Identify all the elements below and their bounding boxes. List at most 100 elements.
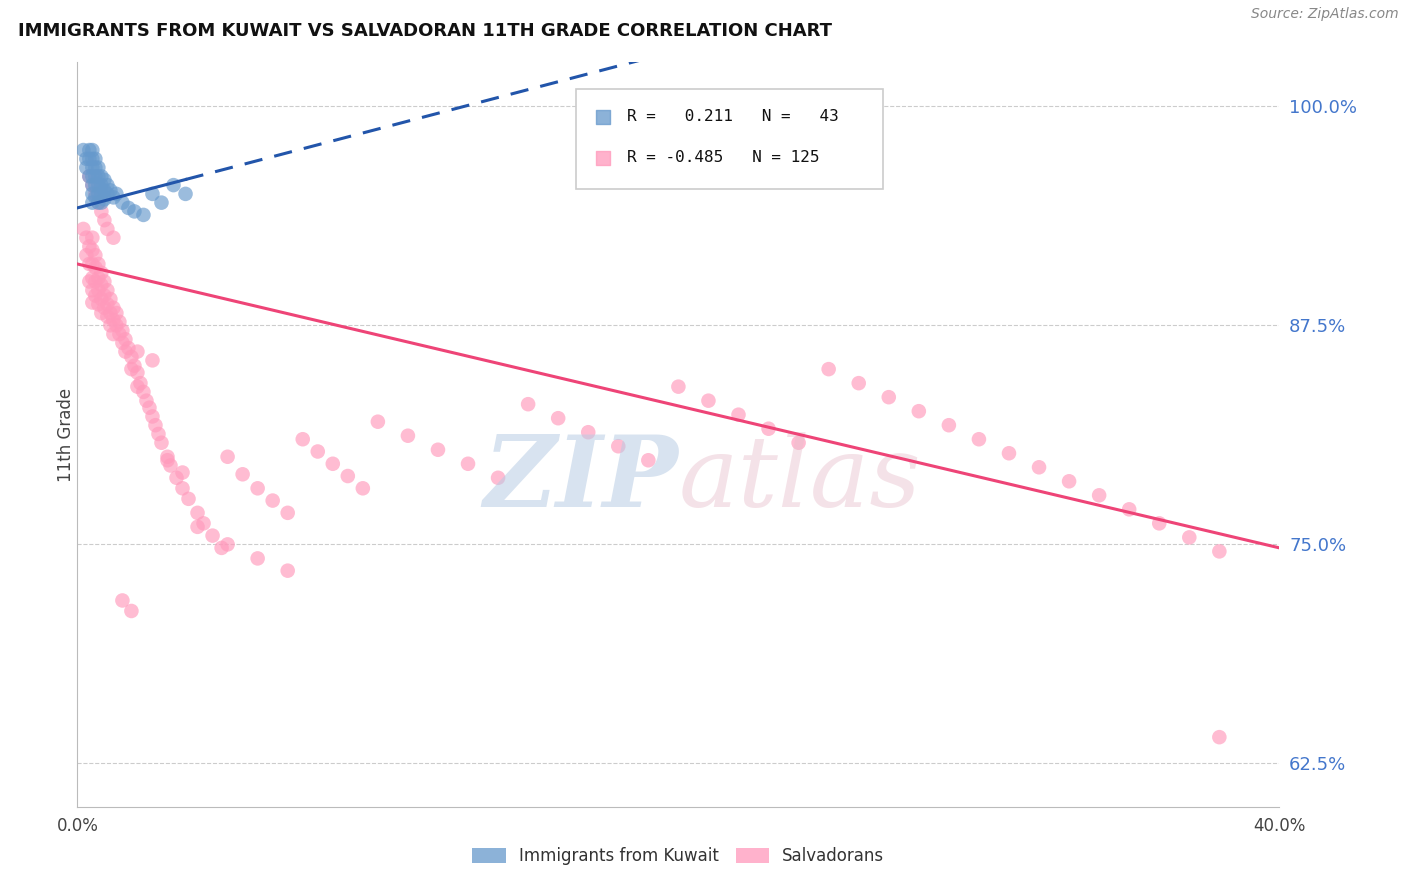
Salvadorans (132, 384, 155, 399)
Salvadorans (93, 288, 115, 302)
Immigrants from Kuwait (103, 190, 125, 204)
Salvadorans (877, 390, 900, 404)
Salvadorans (727, 408, 749, 422)
Salvadorans (217, 537, 239, 551)
Immigrants from Kuwait (111, 195, 134, 210)
Immigrants from Kuwait (82, 169, 104, 184)
Salvadorans (82, 243, 104, 257)
Salvadorans (108, 327, 131, 342)
Immigrants from Kuwait (82, 178, 104, 193)
Salvadorans (96, 297, 118, 311)
Salvadorans (177, 491, 200, 506)
Salvadorans (277, 506, 299, 520)
Immigrants from Kuwait (87, 195, 110, 210)
Salvadorans (668, 379, 690, 393)
Salvadorans (187, 506, 209, 520)
Salvadorans (82, 178, 104, 193)
Salvadorans (938, 418, 960, 433)
Immigrants from Kuwait (90, 195, 112, 210)
Salvadorans (138, 401, 160, 415)
Salvadorans (93, 301, 115, 315)
Salvadorans (117, 341, 139, 355)
Text: atlas: atlas (679, 432, 921, 527)
Immigrants from Kuwait (84, 178, 107, 193)
Salvadorans (90, 278, 112, 293)
FancyBboxPatch shape (576, 88, 883, 189)
Salvadorans (367, 415, 389, 429)
Salvadorans (1028, 460, 1050, 475)
Salvadorans (84, 260, 107, 275)
Salvadorans (93, 213, 115, 227)
Salvadorans (87, 283, 110, 297)
Salvadorans (72, 222, 94, 236)
Immigrants from Kuwait (87, 169, 110, 184)
Salvadorans (908, 404, 931, 418)
Salvadorans (105, 306, 128, 320)
Salvadorans (396, 428, 419, 442)
Salvadorans (84, 275, 107, 289)
Salvadorans (93, 275, 115, 289)
Salvadorans (1149, 516, 1171, 531)
Salvadorans (82, 283, 104, 297)
Salvadorans (100, 318, 122, 333)
Immigrants from Kuwait (93, 192, 115, 206)
Salvadorans (1178, 530, 1201, 544)
Salvadorans (193, 516, 215, 531)
Salvadorans (87, 297, 110, 311)
Salvadorans (108, 315, 131, 329)
Salvadorans (998, 446, 1021, 460)
Salvadorans (201, 528, 224, 542)
Salvadorans (82, 271, 104, 285)
Salvadorans (82, 257, 104, 271)
Salvadorans (100, 292, 122, 306)
Text: R = -0.485   N = 125: R = -0.485 N = 125 (627, 150, 820, 165)
Immigrants from Kuwait (84, 190, 107, 204)
Salvadorans (79, 257, 101, 271)
Salvadorans (141, 353, 163, 368)
Salvadorans (124, 359, 146, 373)
Salvadorans (87, 271, 110, 285)
Immigrants from Kuwait (124, 204, 146, 219)
Salvadorans (1208, 730, 1230, 744)
Immigrants from Kuwait (87, 186, 110, 201)
Salvadorans (150, 435, 173, 450)
Salvadorans (148, 427, 170, 442)
Salvadorans (120, 604, 142, 618)
Salvadorans (547, 411, 569, 425)
Immigrants from Kuwait (93, 173, 115, 187)
Salvadorans (111, 593, 134, 607)
Salvadorans (103, 313, 125, 327)
Salvadorans (637, 453, 659, 467)
Immigrants from Kuwait (75, 161, 97, 175)
Immigrants from Kuwait (82, 195, 104, 210)
Salvadorans (87, 257, 110, 271)
Immigrants from Kuwait (79, 169, 101, 184)
Text: Source: ZipAtlas.com: Source: ZipAtlas.com (1251, 7, 1399, 21)
Salvadorans (246, 551, 269, 566)
Salvadorans (246, 481, 269, 495)
Salvadorans (291, 432, 314, 446)
Salvadorans (262, 493, 284, 508)
Salvadorans (172, 481, 194, 495)
Salvadorans (336, 469, 359, 483)
Salvadorans (75, 248, 97, 262)
Salvadorans (127, 379, 149, 393)
Immigrants from Kuwait (90, 186, 112, 201)
Salvadorans (129, 376, 152, 391)
Point (1379, 227, 1402, 242)
Salvadorans (187, 520, 209, 534)
Salvadorans (90, 204, 112, 219)
Salvadorans (79, 239, 101, 253)
Salvadorans (82, 230, 104, 244)
Salvadorans (84, 248, 107, 262)
Immigrants from Kuwait (75, 152, 97, 166)
Salvadorans (96, 283, 118, 297)
Salvadorans (111, 335, 134, 350)
Salvadorans (90, 292, 112, 306)
Salvadorans (103, 301, 125, 315)
Salvadorans (114, 344, 136, 359)
Immigrants from Kuwait (72, 143, 94, 157)
Immigrants from Kuwait (84, 161, 107, 175)
Salvadorans (127, 344, 149, 359)
Legend: Immigrants from Kuwait, Salvadorans: Immigrants from Kuwait, Salvadorans (465, 840, 891, 871)
